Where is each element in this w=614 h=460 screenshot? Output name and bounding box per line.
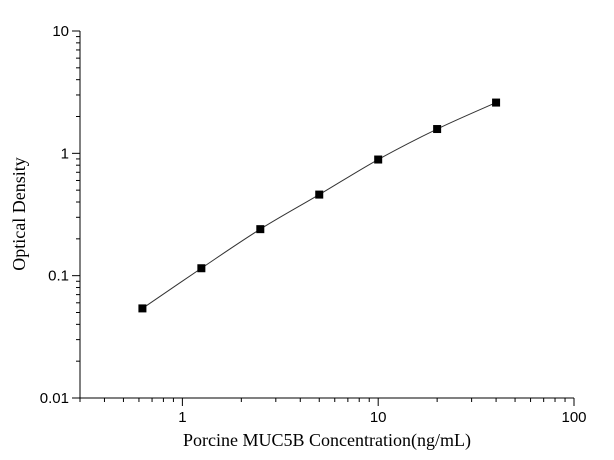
y-axis-label: Optical Density	[9, 157, 29, 270]
data-point	[433, 125, 442, 134]
y-tick-label: 1	[61, 145, 69, 162]
data-points	[138, 98, 501, 313]
x-tick-label: 10	[370, 409, 387, 426]
y-tick-label: 0.1	[48, 268, 69, 285]
data-point	[374, 155, 383, 164]
y-tick-label: 10	[52, 23, 69, 40]
x-tick-label: 1	[178, 409, 186, 426]
x-tick-label: 100	[561, 409, 586, 426]
y-tick-label: 0.01	[40, 390, 69, 407]
data-point	[197, 264, 206, 273]
data-point	[138, 304, 147, 313]
data-point	[256, 225, 265, 234]
data-point	[315, 190, 324, 199]
tick-labels: 1 10 100 0.01 0.1 1 10	[40, 23, 587, 426]
data-point	[492, 98, 501, 107]
axes	[72, 30, 575, 406]
fitted-curve	[142, 102, 497, 309]
x-axis-label: Porcine MUC5B Concentration(ng/mL)	[183, 430, 471, 451]
